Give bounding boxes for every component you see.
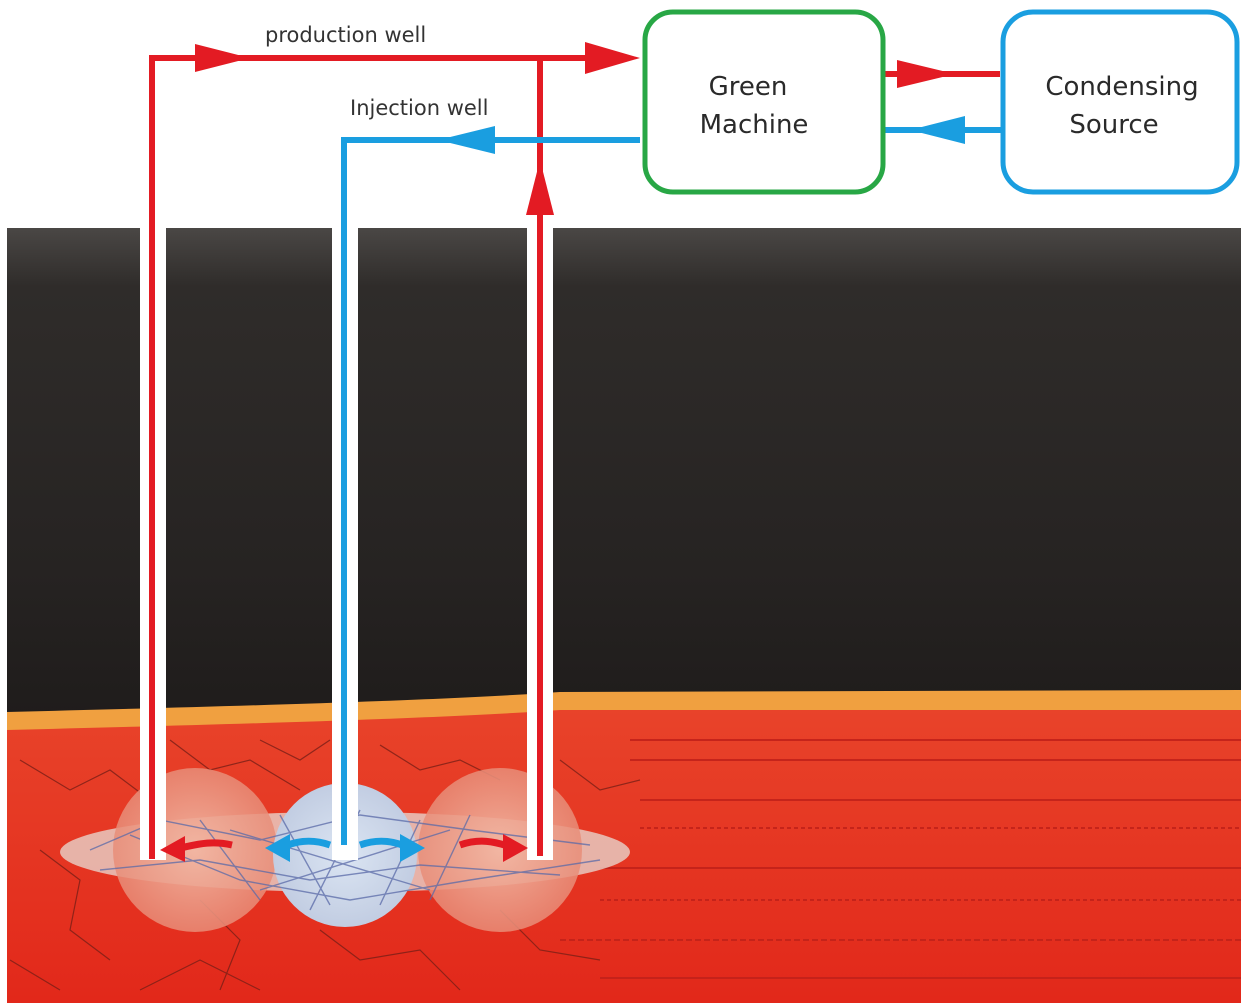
injection-well-label: Injection well — [350, 96, 488, 120]
production-well-left — [149, 55, 603, 859]
reservoir-strata — [560, 739, 1241, 979]
reservoir-fractures — [9, 739, 641, 991]
green-machine-label-line1: Green — [709, 72, 788, 102]
condensing-source-label-line2: Source — [1069, 110, 1158, 140]
condensing-source-label-line1: Condensing — [1045, 72, 1198, 102]
hot-zone-right — [418, 768, 582, 932]
green-machine-box — [642, 9, 886, 195]
condensing-source-box — [1000, 9, 1240, 195]
rock-layer — [7, 228, 1241, 718]
hot-zone-left — [113, 768, 277, 932]
injection-well — [341, 137, 640, 845]
arrow-icon — [195, 42, 965, 215]
flow-arrows-bottom — [160, 834, 528, 862]
green-machine-label-line2: Machine — [700, 110, 809, 140]
production-well-label: production well — [265, 23, 426, 47]
